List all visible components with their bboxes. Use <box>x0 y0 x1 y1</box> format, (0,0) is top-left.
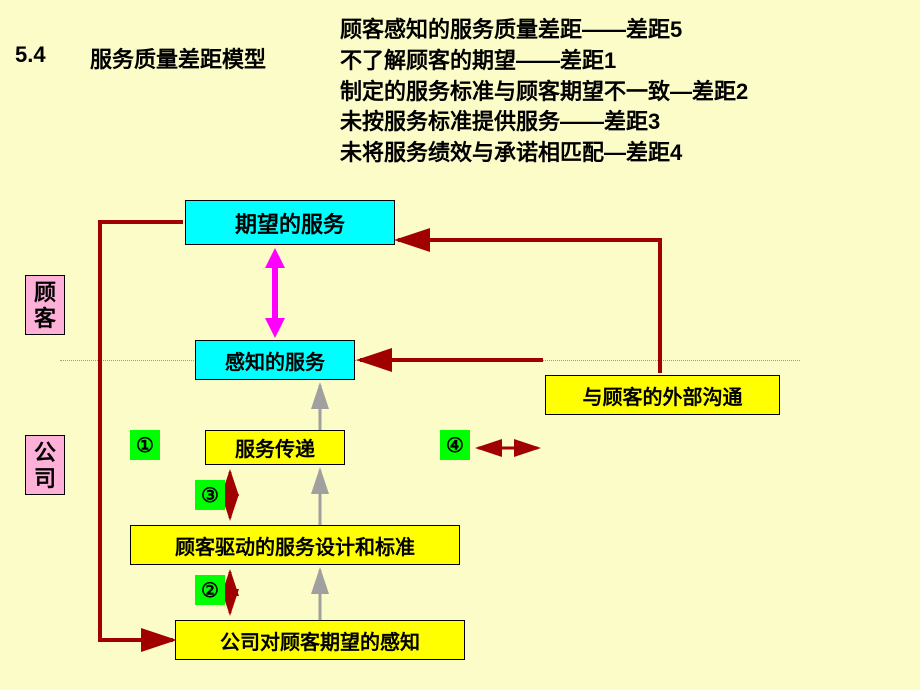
customer-label: 顾 客 <box>25 275 65 335</box>
gap-item: 未按服务标准提供服务——差距3 <box>340 107 748 138</box>
box-expected-service: 期望的服务 <box>185 200 395 245</box>
box-perceived-service: 感知的服务 <box>195 340 355 380</box>
gap-badge-1: ① <box>130 430 160 460</box>
gap-item: 顾客感知的服务质量差距——差距5 <box>340 15 748 46</box>
box-company-perception: 公司对顾客期望的感知 <box>175 620 465 660</box>
gap-badge-2: ② <box>195 575 225 605</box>
gap-badge-4: ④ <box>440 430 470 460</box>
gap-item: 制定的服务标准与顾客期望不一致—差距2 <box>340 77 748 108</box>
company-label: 公 司 <box>25 435 65 495</box>
gap-item: 不了解顾客的期望——差距1 <box>340 46 748 77</box>
gap-item: 未将服务绩效与承诺相匹配—差距4 <box>340 138 748 169</box>
gap-badge-3: ③ <box>195 480 225 510</box>
box-external-communication: 与顾客的外部沟通 <box>545 375 780 415</box>
box-service-design: 顾客驱动的服务设计和标准 <box>130 525 460 565</box>
divider-line <box>60 360 800 361</box>
magenta-arrow <box>265 248 285 338</box>
gap-model-diagram: 顾 客 公 司 期望的服务 感知的服务 服务传递 与顾客的外部沟通 顾客驱动的服… <box>0 180 920 690</box>
section-title: 服务质量差距模型 <box>90 42 266 74</box>
box-service-delivery: 服务传递 <box>205 430 345 465</box>
gap-list: 顾客感知的服务质量差距——差距5 不了解顾客的期望——差距1 制定的服务标准与顾… <box>340 15 748 169</box>
section-number: 5.4 <box>15 42 46 68</box>
